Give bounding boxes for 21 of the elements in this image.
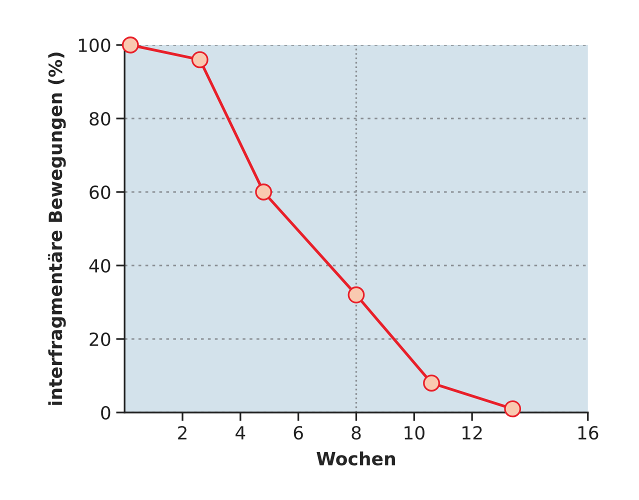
y-tick-label: 40: [89, 258, 110, 273]
x-tick-label: 12: [462, 426, 482, 440]
y-tick-label: 100: [78, 38, 110, 52]
x-tick-label: 6: [294, 426, 303, 440]
y-tick-label: 80: [90, 112, 110, 126]
point: [122, 36, 139, 54]
point: [423, 374, 440, 392]
point: [504, 400, 522, 418]
x-tick-label: 4: [236, 426, 246, 440]
x-tick-label: 16: [578, 426, 598, 440]
x-tick-label: 2: [178, 426, 186, 440]
y-tick-label: 0: [101, 406, 110, 420]
x-tick-label: 10: [404, 426, 424, 440]
point: [255, 184, 272, 200]
y-axis-title: interfragmentäre Bewegungen (%): [48, 52, 66, 405]
point: [191, 51, 208, 68]
point: [348, 286, 365, 304]
x-axis-title: Wochen: [316, 452, 395, 466]
y-tick-label: 20: [90, 332, 110, 346]
y-tick-label: 60: [90, 185, 110, 200]
x-tick-label: 8: [352, 426, 361, 440]
